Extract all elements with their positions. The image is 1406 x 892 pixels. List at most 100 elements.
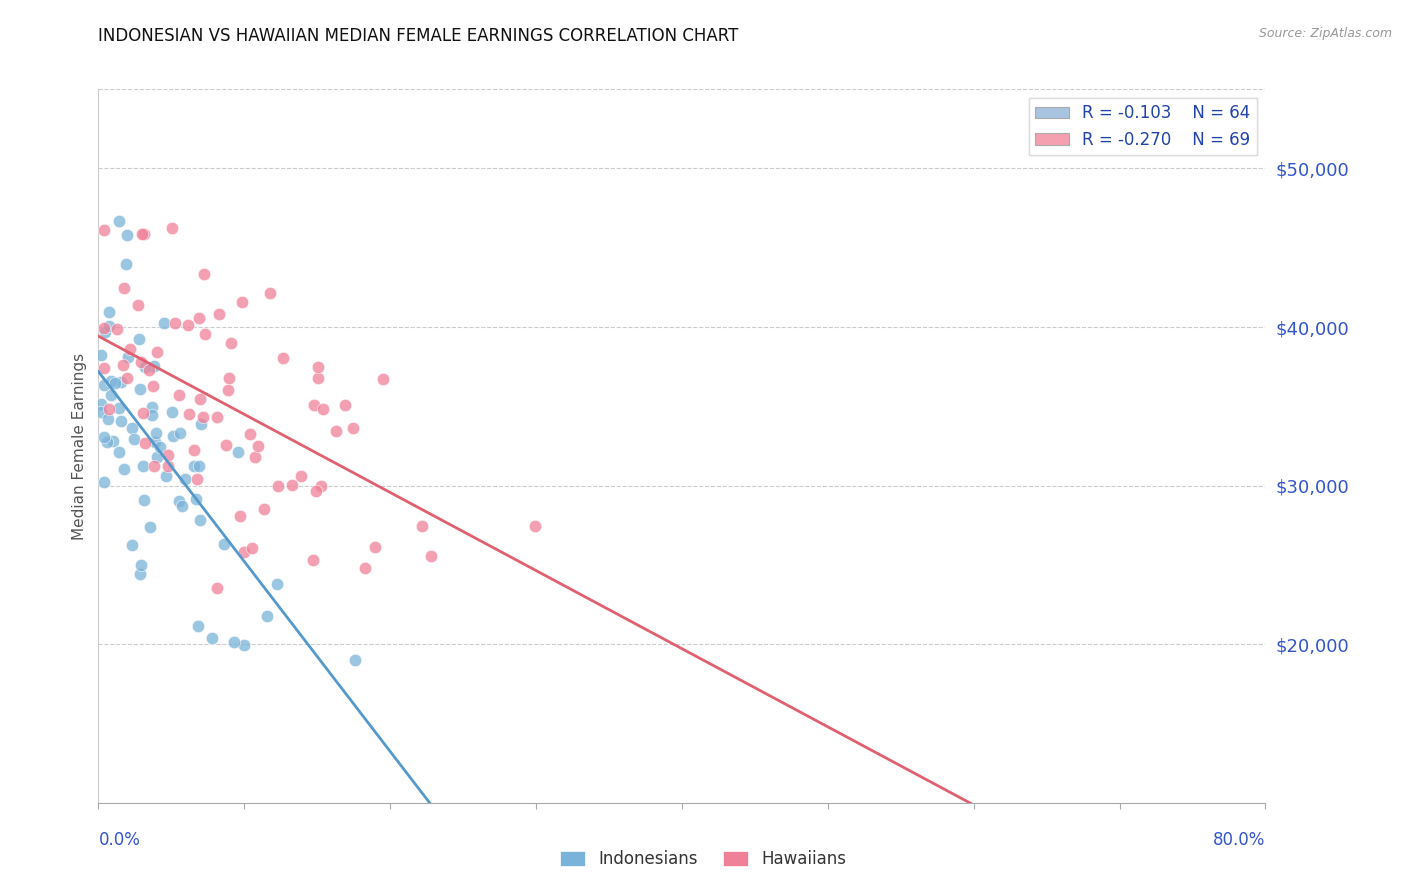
Point	[145, 345, 167, 359]
Point	[142, 379, 165, 393]
Point	[93, 430, 115, 444]
Point	[302, 552, 325, 566]
Point	[191, 409, 214, 424]
Point	[132, 493, 155, 508]
Point	[108, 401, 131, 415]
Point	[129, 382, 152, 396]
Point	[266, 576, 288, 591]
Point	[187, 619, 209, 633]
Legend: R = -0.103    N = 64, R = -0.270    N = 69: R = -0.103 N = 64, R = -0.270 N = 69	[1029, 97, 1257, 155]
Point	[420, 549, 443, 563]
Point	[201, 631, 224, 645]
Point	[156, 459, 179, 474]
Point	[160, 405, 183, 419]
Point	[112, 462, 135, 476]
Point	[143, 435, 166, 450]
Point	[311, 479, 333, 493]
Point	[93, 378, 115, 392]
Point	[128, 332, 150, 346]
Point	[371, 372, 394, 386]
Point	[183, 442, 205, 457]
Point	[131, 558, 153, 573]
Point	[187, 459, 209, 474]
Point	[184, 492, 207, 507]
Point	[98, 305, 121, 319]
Point	[256, 609, 278, 624]
Point	[229, 509, 252, 524]
Point	[132, 227, 155, 242]
Point	[173, 472, 195, 486]
Point	[110, 376, 132, 390]
Point	[183, 458, 205, 473]
Point	[233, 639, 256, 653]
Point	[149, 440, 172, 454]
Point	[117, 350, 139, 364]
Point	[354, 561, 377, 575]
Point	[218, 371, 240, 385]
Point	[187, 310, 209, 325]
Point	[207, 581, 229, 595]
Point	[194, 326, 217, 341]
Point	[364, 540, 387, 554]
Point	[290, 469, 312, 483]
Point	[259, 286, 281, 301]
Point	[305, 483, 328, 498]
Point	[105, 322, 128, 336]
Point	[523, 519, 546, 533]
Point	[97, 401, 120, 416]
Point	[190, 417, 212, 432]
Point	[208, 307, 231, 321]
Point	[207, 410, 229, 425]
Point	[186, 472, 208, 486]
Point	[221, 336, 243, 351]
Point	[243, 450, 266, 464]
Point	[190, 513, 212, 527]
Point	[94, 325, 117, 339]
Point	[169, 425, 191, 440]
Point	[162, 429, 184, 443]
Text: Source: ZipAtlas.com: Source: ZipAtlas.com	[1258, 27, 1392, 40]
Point	[107, 214, 129, 228]
Point	[103, 434, 125, 448]
Text: 80.0%: 80.0%	[1213, 831, 1265, 849]
Point	[177, 318, 200, 332]
Legend: Indonesians, Hawaiians: Indonesians, Hawaiians	[553, 844, 853, 875]
Point	[267, 479, 290, 493]
Text: INDONESIAN VS HAWAIIAN MEDIAN FEMALE EARNINGS CORRELATION CHART: INDONESIAN VS HAWAIIAN MEDIAN FEMALE EAR…	[98, 27, 738, 45]
Point	[93, 223, 115, 237]
Point	[134, 436, 156, 450]
Point	[215, 437, 238, 451]
Point	[138, 362, 160, 376]
Point	[90, 405, 112, 419]
Point	[121, 421, 143, 435]
Point	[246, 439, 269, 453]
Point	[169, 388, 191, 402]
Point	[335, 398, 357, 412]
Point	[112, 281, 135, 295]
Point	[132, 458, 155, 473]
Point	[90, 397, 112, 411]
Point	[129, 566, 152, 581]
Point	[141, 408, 163, 422]
Point	[100, 374, 122, 388]
Point	[112, 359, 135, 373]
Point	[132, 406, 155, 420]
Point	[273, 351, 295, 365]
Point	[342, 421, 364, 435]
Point	[108, 445, 131, 459]
Point	[231, 294, 253, 309]
Point	[170, 499, 193, 513]
Point	[177, 407, 200, 421]
Point	[93, 361, 115, 376]
Point	[93, 320, 115, 334]
Text: 0.0%: 0.0%	[98, 831, 141, 849]
Point	[131, 227, 153, 242]
Point	[343, 653, 366, 667]
Point	[165, 316, 187, 330]
Point	[131, 355, 153, 369]
Point	[217, 384, 239, 398]
Point	[142, 359, 165, 373]
Point	[411, 518, 433, 533]
Point	[118, 343, 141, 357]
Point	[212, 537, 235, 551]
